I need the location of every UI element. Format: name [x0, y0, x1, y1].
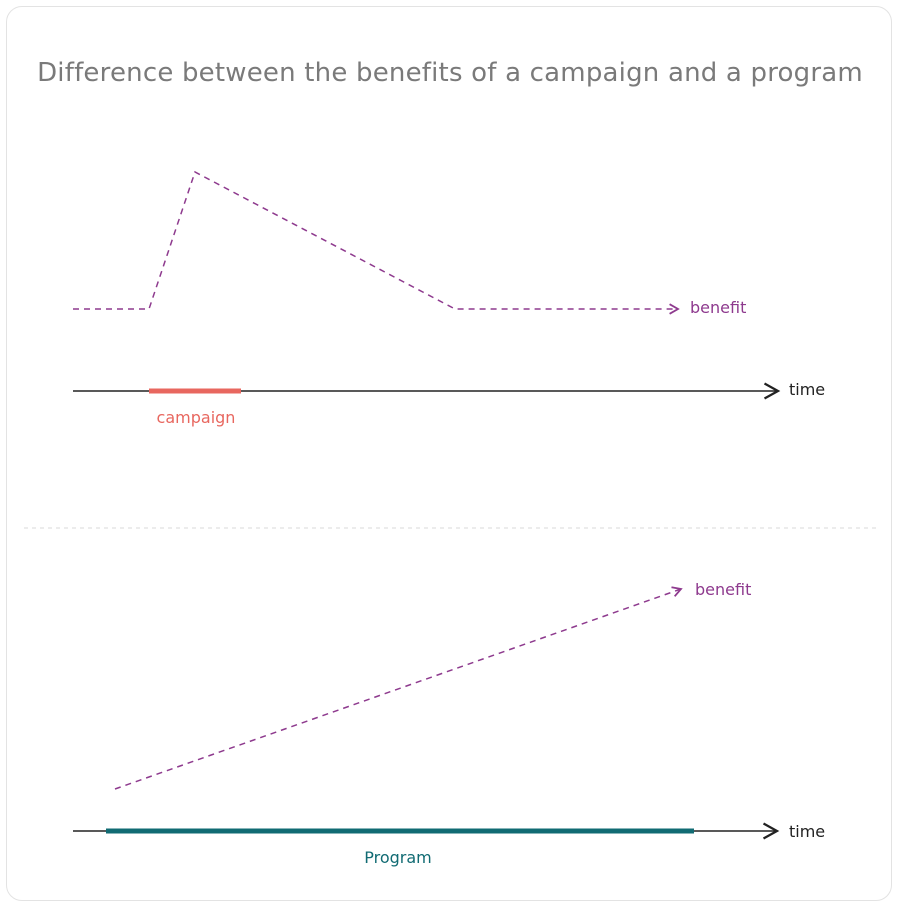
campaign-benefit-label: benefit — [690, 298, 746, 317]
program-benefit-label: benefit — [695, 580, 751, 599]
campaign-benefit-line — [73, 170, 680, 315]
campaign-panel: benefit time campaign — [73, 170, 825, 427]
program-bar-label: Program — [364, 848, 432, 867]
program-panel: benefit time Program — [73, 580, 825, 867]
page-title: Difference between the benefits of a cam… — [37, 58, 863, 88]
diagram-card — [6, 6, 892, 901]
campaign-bar-label: campaign — [157, 408, 236, 427]
campaign-time-label: time — [789, 380, 825, 399]
program-benefit-line — [114, 586, 683, 790]
program-time-label: time — [789, 822, 825, 841]
